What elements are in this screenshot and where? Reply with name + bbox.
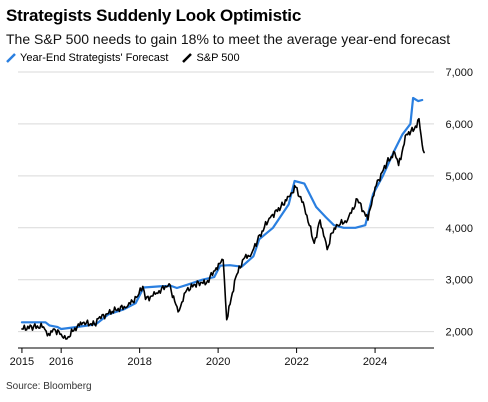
legend-label-forecast: Year-End Strategists' Forecast — [20, 52, 169, 64]
x-tick-label: 2018 — [127, 356, 151, 368]
x-tick-label: 2022 — [284, 356, 308, 368]
y-tick-label: 5,000 — [445, 171, 473, 183]
legend-swatch-sp500 — [182, 53, 193, 63]
legend-label-sp500: S&P 500 — [196, 52, 240, 64]
x-tick-label: 2020 — [206, 356, 230, 368]
y-tick-label: 6,000 — [445, 119, 473, 131]
y-tick-label: 4,000 — [445, 223, 473, 235]
chart-title: Strategists Suddenly Look Optimistic — [6, 6, 302, 25]
x-tick-label: 2015 — [10, 356, 34, 368]
chart-subtitle: The S&P 500 needs to gain 18% to meet th… — [6, 31, 451, 47]
legend-item-forecast: Year-End Strategists' Forecast — [6, 52, 168, 64]
y-tick-label: 3,000 — [445, 275, 473, 287]
source-note: Source: Bloomberg — [6, 381, 92, 392]
y-tick-label: 7,000 — [445, 67, 473, 79]
x-tick-label: 2016 — [49, 356, 73, 368]
forecast-line — [20, 96, 424, 331]
legend: Year-End Strategists' Forecast S&P 500 — [6, 52, 240, 64]
legend-item-sp500: S&P 500 — [182, 52, 240, 64]
x-tick-label: 2024 — [363, 356, 387, 368]
y-tick-label: 2,000 — [445, 327, 473, 339]
legend-swatch-forecast — [6, 53, 16, 63]
sp500-line — [21, 117, 425, 340]
